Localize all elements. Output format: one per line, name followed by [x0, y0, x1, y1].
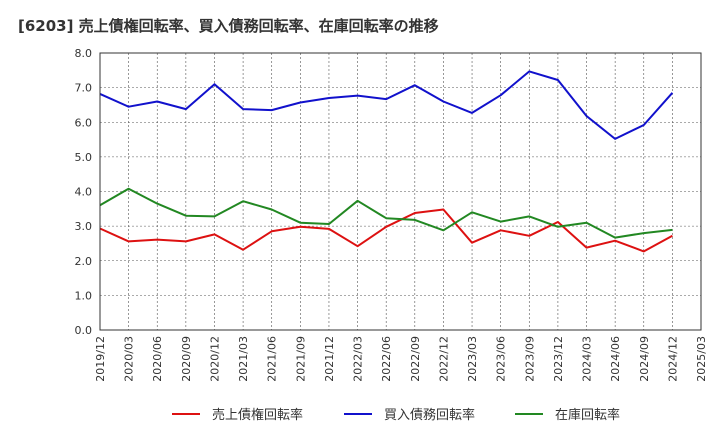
y-tick-label: 4.0	[75, 186, 93, 199]
x-tick-label: 2023/09	[523, 336, 536, 382]
y-axis: 0.0 1.0 2.0 3.0 4.0 5.0 6.0 7.0 8.0	[75, 47, 93, 337]
x-tick-label: 2020/03	[123, 336, 136, 382]
series-line-3	[99, 187, 673, 239]
x-tick-label: 2021/12	[323, 336, 336, 382]
legend-label: 在庫回転率	[555, 407, 620, 423]
x-tick-label: 2024/06	[609, 336, 622, 382]
x-tick-label: 2024/03	[581, 336, 594, 382]
x-axis: 2019/12 2020/03 2020/06 2020/09 2020/12 2021/…	[94, 336, 708, 382]
y-tick-label: 0.0	[75, 324, 93, 337]
y-tick-label: 1.0	[75, 289, 93, 302]
chart-title: [6203] 売上債権回転率、買入債務回転率、在庫回転率の推移	[18, 17, 439, 35]
y-tick-label: 3.0	[75, 220, 93, 233]
x-tick-label: 2022/03	[352, 336, 365, 382]
x-tick-label: 2019/12	[94, 336, 107, 382]
series-line-1	[99, 208, 673, 253]
x-tick-label: 2022/12	[437, 336, 450, 382]
y-tick-label: 2.0	[75, 255, 93, 268]
x-tick-label: 2022/09	[409, 336, 422, 382]
legend: 売上債権回転率 買入債務回転率 在庫回転率	[172, 407, 620, 423]
y-tick-label: 8.0	[75, 47, 93, 60]
x-tick-label: 2022/06	[380, 336, 393, 382]
x-tick-label: 2020/12	[208, 336, 221, 382]
y-tick-label: 7.0	[75, 82, 93, 95]
grid	[100, 53, 701, 330]
series-line-2	[99, 70, 674, 140]
x-tick-label: 2021/09	[294, 336, 307, 382]
x-tick-label: 2021/03	[237, 336, 250, 382]
x-tick-label: 2023/06	[495, 336, 508, 382]
x-tick-label: 2023/12	[552, 336, 565, 382]
x-tick-label: 2020/09	[180, 336, 193, 382]
x-tick-label: 2021/06	[266, 336, 279, 382]
y-tick-label: 5.0	[75, 151, 93, 164]
x-tick-label: 2025/03	[695, 336, 708, 382]
legend-label: 買入債務回転率	[384, 407, 475, 423]
plot-frame	[99, 52, 702, 331]
x-tick-label: 2023/03	[466, 336, 479, 382]
plot-area	[99, 70, 674, 253]
legend-label: 売上債権回転率	[212, 407, 303, 423]
x-tick-label: 2024/12	[666, 336, 679, 382]
x-tick-label: 2024/09	[638, 336, 651, 382]
x-tick-label: 2020/06	[151, 336, 164, 382]
y-tick-label: 6.0	[75, 116, 93, 129]
